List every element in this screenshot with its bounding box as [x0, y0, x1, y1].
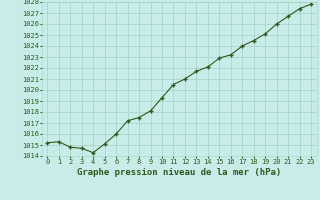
X-axis label: Graphe pression niveau de la mer (hPa): Graphe pression niveau de la mer (hPa) [77, 168, 281, 177]
